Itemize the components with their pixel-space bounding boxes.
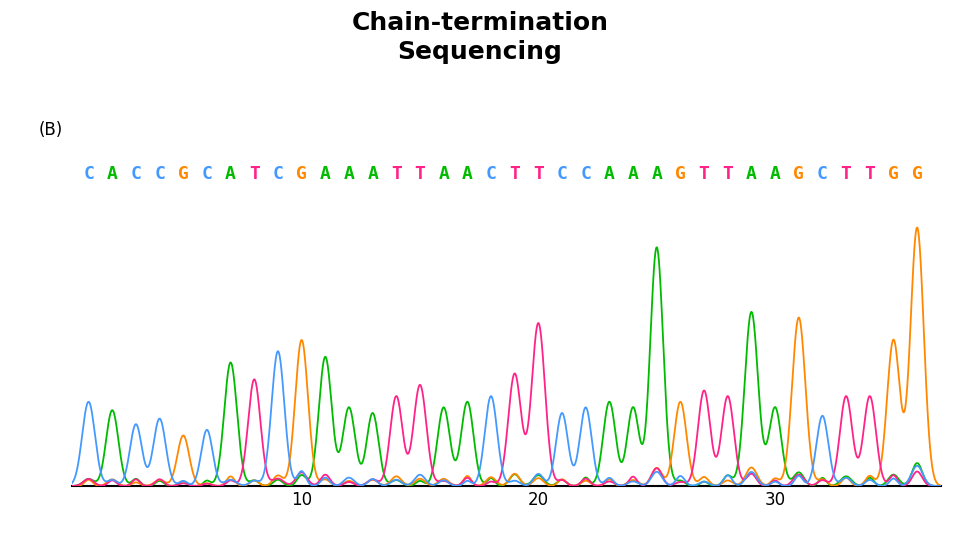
Text: Chain-termination
Sequencing: Chain-termination Sequencing (351, 11, 609, 64)
Text: A: A (107, 165, 118, 183)
Text: C: C (817, 165, 828, 183)
Text: C: C (486, 165, 496, 183)
Text: C: C (131, 165, 141, 183)
Text: A: A (320, 165, 331, 183)
Text: G: G (297, 165, 307, 183)
Text: A: A (462, 165, 472, 183)
Text: G: G (675, 165, 685, 183)
Text: A: A (438, 165, 449, 183)
Text: A: A (368, 165, 378, 183)
Text: T: T (864, 165, 876, 183)
Text: A: A (746, 165, 756, 183)
Text: T: T (699, 165, 709, 183)
Text: T: T (249, 165, 260, 183)
Text: A: A (604, 165, 614, 183)
Text: T: T (509, 165, 520, 183)
Text: G: G (178, 165, 189, 183)
Text: A: A (770, 165, 780, 183)
Text: T: T (533, 165, 543, 183)
Text: C: C (84, 165, 94, 183)
Text: T: T (415, 165, 425, 183)
Text: C: C (273, 165, 283, 183)
Text: (B): (B) (38, 120, 62, 139)
Text: G: G (888, 165, 899, 183)
Text: T: T (841, 165, 852, 183)
Text: C: C (155, 165, 165, 183)
Text: G: G (912, 165, 923, 183)
Text: A: A (226, 165, 236, 183)
Text: C: C (557, 165, 567, 183)
Text: G: G (793, 165, 804, 183)
Text: T: T (391, 165, 401, 183)
Text: A: A (651, 165, 662, 183)
Text: A: A (628, 165, 638, 183)
Text: C: C (580, 165, 591, 183)
Text: C: C (202, 165, 212, 183)
Text: T: T (722, 165, 733, 183)
Text: A: A (344, 165, 354, 183)
